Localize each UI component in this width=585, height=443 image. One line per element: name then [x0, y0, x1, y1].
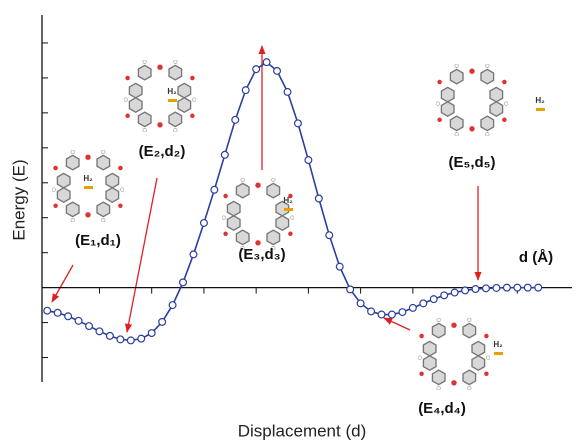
h2-molecule [494, 352, 503, 355]
curve [47, 61, 539, 342]
point [74, 316, 83, 325]
point [168, 301, 177, 310]
plot-area [41, 15, 572, 382]
h2-molecule [168, 99, 177, 102]
point [95, 327, 104, 336]
point [262, 58, 271, 67]
annotation: (E₃,d₃) [238, 246, 285, 263]
molecule [418, 318, 490, 390]
point [105, 331, 114, 340]
point [461, 286, 470, 295]
point [335, 262, 344, 271]
point [220, 150, 229, 159]
point [189, 250, 198, 259]
point [85, 322, 94, 331]
h2-molecule [536, 108, 545, 111]
point [429, 295, 438, 304]
point [523, 283, 532, 292]
point [64, 312, 73, 321]
point [252, 65, 261, 74]
h2-label: H₂ [535, 96, 545, 105]
point [534, 283, 543, 292]
point [314, 194, 323, 203]
point [293, 119, 302, 128]
h2-label: H₂ [83, 174, 93, 183]
point [231, 115, 240, 124]
point [43, 306, 52, 315]
arrow [383, 317, 411, 331]
arrow [51, 264, 74, 303]
point [492, 283, 501, 292]
point [199, 218, 208, 227]
y-axis-label: Energy (E) [9, 159, 28, 240]
h2-molecule [84, 186, 93, 189]
annotation: (E₂,d₂) [139, 143, 186, 160]
point [304, 156, 313, 165]
point [241, 86, 250, 95]
molecule [222, 178, 294, 250]
point [126, 336, 135, 345]
point [356, 299, 365, 308]
arrow [124, 177, 158, 333]
h2-label: H₂ [493, 340, 503, 349]
point [398, 308, 407, 317]
point [147, 329, 156, 338]
point [137, 334, 146, 343]
molecule [436, 64, 508, 136]
point [283, 87, 292, 96]
point [481, 284, 490, 293]
x-axis-name: d (Å) [519, 249, 553, 266]
point [367, 307, 376, 316]
h2-molecule [284, 208, 293, 211]
point [273, 66, 282, 75]
point [513, 283, 522, 292]
point [440, 291, 449, 300]
point [502, 283, 511, 292]
annotation: (E₄,d₄) [418, 400, 466, 417]
annotation: (E₁,d₁) [75, 232, 121, 249]
point [408, 303, 417, 312]
x-axis-label: Displacement (d) [238, 421, 367, 440]
point [210, 185, 219, 194]
point [325, 231, 334, 240]
molecule [124, 60, 196, 132]
point [419, 299, 428, 308]
point [450, 288, 459, 297]
h2-label: H₂ [167, 87, 177, 96]
point [387, 310, 396, 319]
point [158, 317, 167, 326]
point [471, 285, 480, 294]
point [346, 285, 355, 294]
point [53, 308, 62, 317]
annotation: (E₅,d₅) [448, 154, 495, 171]
h2-label: H₂ [283, 196, 293, 205]
point [377, 310, 386, 319]
point [179, 278, 188, 287]
point [116, 335, 125, 344]
